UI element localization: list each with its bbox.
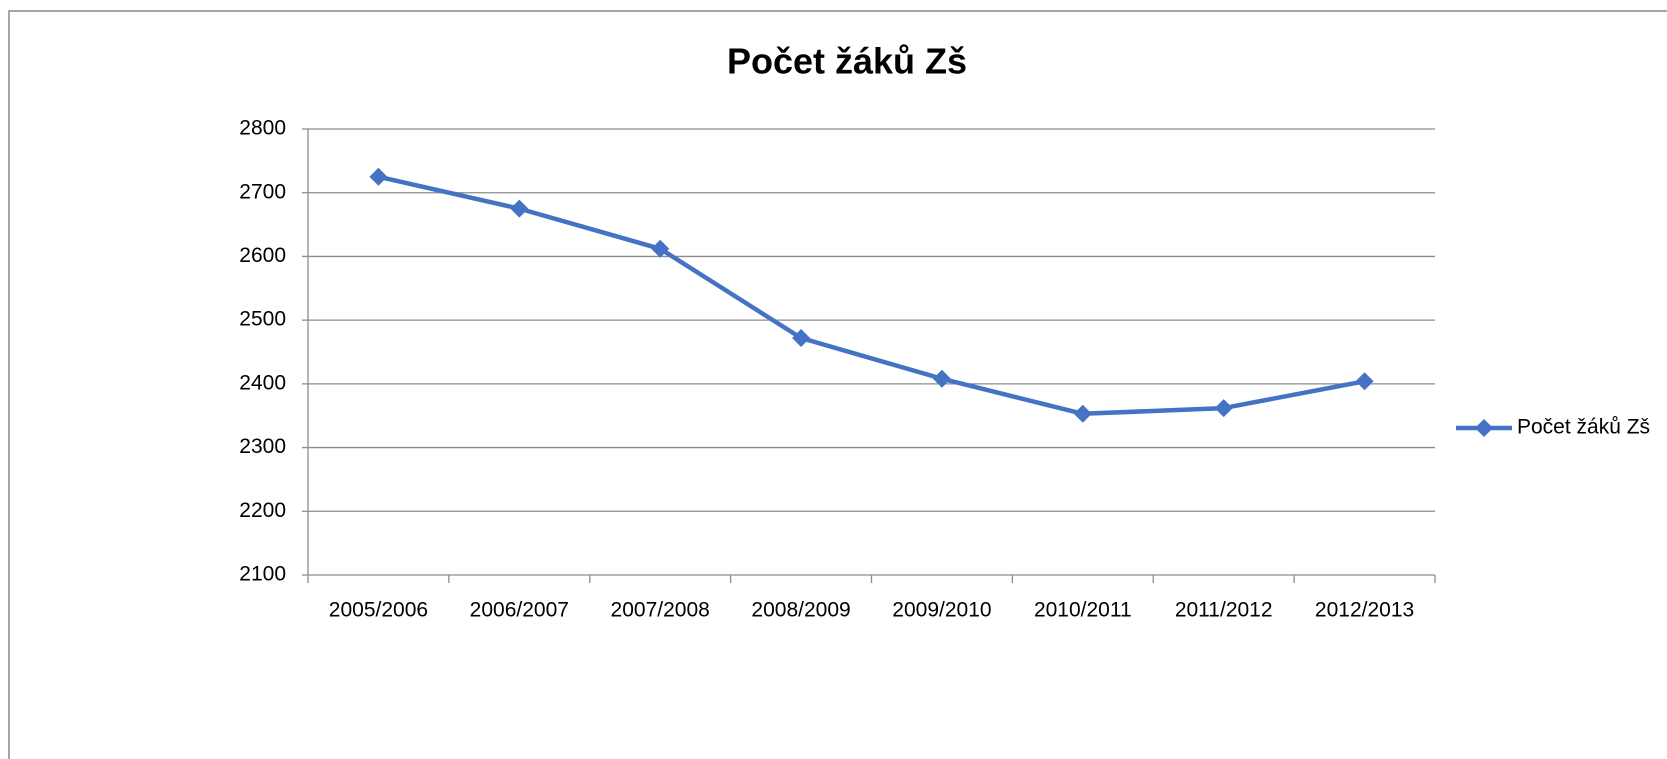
chart-title: Počet žáků Zš xyxy=(727,41,967,82)
marker xyxy=(369,167,388,186)
x-tick-label: 2011/2012 xyxy=(1175,599,1273,622)
x-tick-label: 2006/2007 xyxy=(470,599,569,622)
x-tick-label: 2009/2010 xyxy=(892,599,991,622)
legend-marker xyxy=(1475,419,1493,437)
y-tick-label: 2600 xyxy=(239,244,286,267)
y-tick-label: 2400 xyxy=(239,371,286,394)
marker xyxy=(510,199,529,218)
x-tick-label: 2012/2013 xyxy=(1315,599,1414,622)
marker xyxy=(1073,404,1092,423)
y-tick-label: 2800 xyxy=(239,117,286,140)
x-tick-label: 2008/2009 xyxy=(751,599,850,622)
legend-label: Počet žáků Zš xyxy=(1517,416,1650,439)
y-tick-label: 2500 xyxy=(239,308,286,331)
marker xyxy=(1214,399,1233,418)
y-tick-label: 2300 xyxy=(239,435,286,458)
y-tick-label: 2200 xyxy=(239,499,286,522)
marker xyxy=(932,369,951,388)
marker xyxy=(1355,372,1374,391)
y-tick-label: 2100 xyxy=(239,563,286,586)
marker xyxy=(792,328,811,347)
x-tick-label: 2007/2008 xyxy=(611,599,710,622)
x-tick-label: 2010/2011 xyxy=(1034,599,1132,622)
chart-border xyxy=(8,10,1667,759)
x-tick-label: 2005/2006 xyxy=(329,599,428,622)
marker xyxy=(651,239,670,258)
y-tick-label: 2700 xyxy=(239,180,286,203)
line xyxy=(377,174,1365,417)
